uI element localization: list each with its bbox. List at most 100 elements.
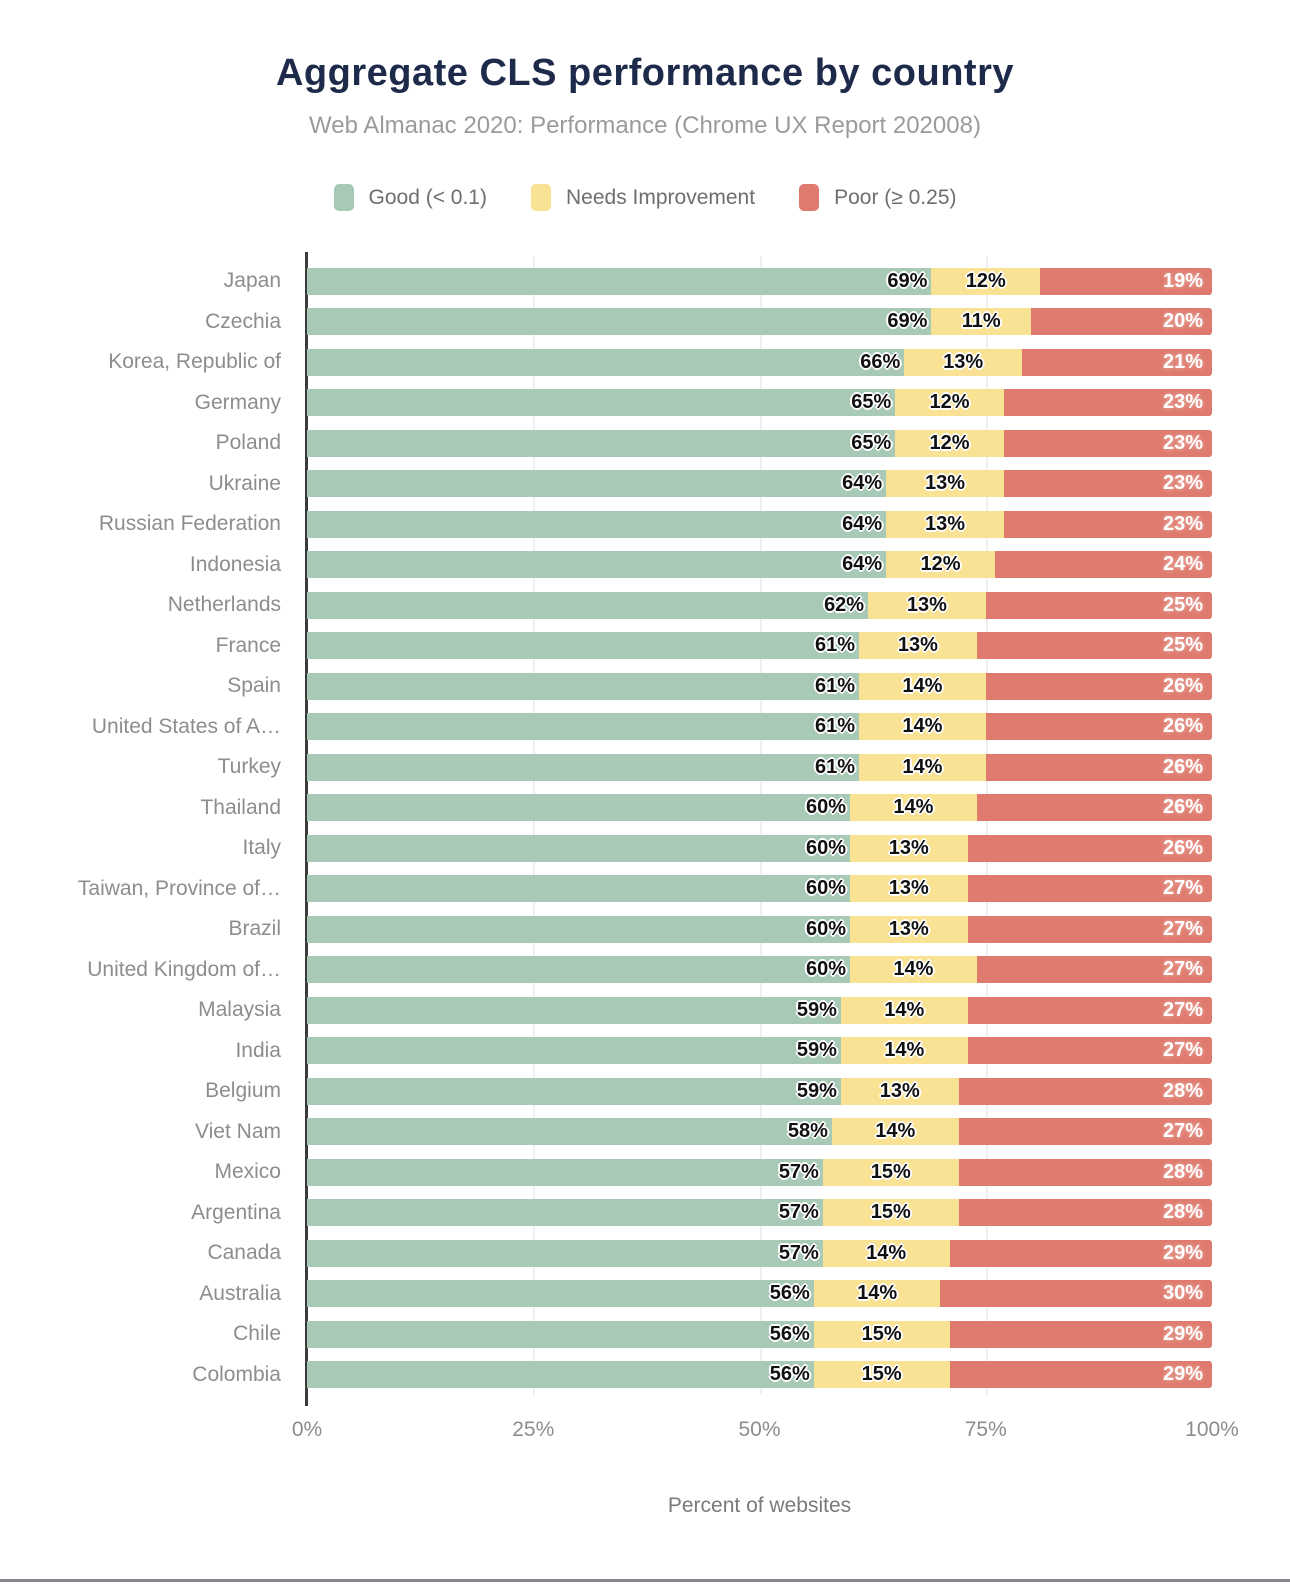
bar-value-label: 26% bbox=[1162, 674, 1203, 697]
bar-track: 60% 13% 26% bbox=[307, 834, 1212, 862]
bar-segment-poor: 24% bbox=[994, 551, 1212, 579]
country-label: Germany bbox=[194, 390, 281, 414]
bar-segment-good: 61% bbox=[307, 672, 860, 700]
bar-value-label: 19% bbox=[1162, 269, 1203, 292]
bar-segment-poor: 19% bbox=[1040, 267, 1212, 295]
bar-track: 60% 13% 27% bbox=[307, 915, 1212, 943]
bar-segment-needs-improvement: 14% bbox=[840, 996, 968, 1024]
bar-track: 64% 13% 23% bbox=[307, 470, 1212, 498]
bar-segment-poor: 21% bbox=[1021, 348, 1212, 376]
bar-row: Poland 65% 12% 23% bbox=[0, 423, 1212, 464]
bar-segment-good: 62% bbox=[307, 591, 869, 619]
bar-value-label: 29% bbox=[1162, 1322, 1203, 1345]
bar-track: 59% 14% 27% bbox=[307, 1037, 1212, 1065]
bar-segment-good: 56% bbox=[307, 1280, 814, 1308]
bar-segment-good: 59% bbox=[307, 1037, 841, 1065]
bar-value-label: 13% bbox=[897, 634, 938, 657]
country-label: Italy bbox=[242, 836, 281, 860]
bar-value-label: 15% bbox=[870, 1201, 911, 1224]
bar-segment-needs-improvement: 14% bbox=[850, 956, 977, 984]
bar-segment-needs-improvement: 11% bbox=[931, 308, 1031, 336]
country-label: Japan bbox=[223, 269, 281, 293]
bar-segment-poor: 26% bbox=[967, 834, 1212, 862]
bar-segment-needs-improvement: 14% bbox=[840, 1037, 968, 1065]
bar-row: Netherlands 62% 13% 25% bbox=[0, 585, 1212, 626]
bar-value-label: 57% bbox=[778, 1201, 819, 1224]
bar-segment-good: 60% bbox=[307, 915, 850, 943]
x-axis-title: Percent of websites bbox=[667, 1494, 852, 1517]
bar-segment-needs-improvement: 15% bbox=[822, 1199, 959, 1227]
bar-row: Italy 60% 13% 26% bbox=[0, 828, 1212, 869]
country-label: Czechia bbox=[205, 309, 281, 333]
bar-value-label: 23% bbox=[1162, 431, 1203, 454]
bar-value-label: 15% bbox=[870, 1160, 911, 1183]
bar-value-label: 26% bbox=[1162, 755, 1203, 778]
bar-value-label: 27% bbox=[1162, 917, 1203, 940]
bar-segment-good: 58% bbox=[307, 1118, 832, 1146]
bar-segment-good: 65% bbox=[307, 429, 896, 457]
bar-segment-good: 64% bbox=[307, 470, 887, 498]
bar-segment-poor: 25% bbox=[976, 632, 1212, 660]
bar-value-label: 13% bbox=[888, 877, 929, 900]
bar-value-label: 69% bbox=[887, 269, 928, 292]
gridline-75 bbox=[985, 256, 988, 1395]
country-label: Belgium bbox=[205, 1079, 281, 1103]
bar-segment-needs-improvement: 14% bbox=[859, 753, 986, 781]
bar-value-label: 56% bbox=[769, 1363, 810, 1386]
bar-row: Mexico 57% 15% 28% bbox=[0, 1152, 1212, 1193]
country-label: Korea, Republic of bbox=[108, 350, 281, 374]
bar-value-label: 13% bbox=[888, 917, 929, 940]
bar-value-label: 21% bbox=[1162, 350, 1203, 373]
bar-track: 64% 12% 24% bbox=[307, 551, 1212, 579]
bar-value-label: 58% bbox=[787, 1120, 828, 1143]
bar-track: 61% 14% 26% bbox=[307, 713, 1212, 741]
bar-segment-good: 69% bbox=[307, 267, 932, 295]
bar-row: Japan 69% 12% 19% bbox=[0, 261, 1212, 302]
bar-row: Indonesia 64% 12% 24% bbox=[0, 545, 1212, 586]
bar-segment-good: 66% bbox=[307, 348, 905, 376]
country-label: Colombia bbox=[192, 1362, 281, 1386]
bar-value-label: 65% bbox=[851, 391, 892, 414]
bar-value-label: 60% bbox=[805, 836, 846, 859]
country-label: United States of A… bbox=[91, 714, 281, 738]
bar-segment-good: 61% bbox=[307, 713, 860, 741]
bar-value-label: 28% bbox=[1162, 1201, 1203, 1224]
bar-segment-poor: 28% bbox=[958, 1077, 1212, 1105]
bar-segment-good: 60% bbox=[307, 794, 850, 822]
bar-track: 61% 14% 26% bbox=[307, 672, 1212, 700]
bar-segment-poor: 27% bbox=[967, 996, 1212, 1024]
gridline-50 bbox=[759, 256, 762, 1395]
bar-segment-poor: 26% bbox=[985, 713, 1212, 741]
bar-segment-poor: 26% bbox=[985, 753, 1212, 781]
bar-track: 61% 14% 26% bbox=[307, 753, 1212, 781]
bar-segment-good: 57% bbox=[307, 1199, 823, 1227]
bar-segment-good: 57% bbox=[307, 1239, 823, 1267]
bar-row: Taiwan, Province of… 60% 13% 27% bbox=[0, 869, 1212, 910]
bar-value-label: 14% bbox=[857, 1282, 898, 1305]
country-label: Australia bbox=[199, 1281, 281, 1305]
bar-value-label: 27% bbox=[1162, 998, 1203, 1021]
bar-segment-poor: 27% bbox=[976, 956, 1212, 984]
bar-value-label: 62% bbox=[824, 593, 865, 616]
bar-segment-needs-improvement: 15% bbox=[813, 1320, 950, 1348]
x-axis-tick: 100% bbox=[1185, 1418, 1239, 1441]
bar-segment-needs-improvement: 13% bbox=[886, 470, 1004, 498]
bar-row: Russian Federation 64% 13% 23% bbox=[0, 504, 1212, 545]
bar-value-label: 59% bbox=[796, 1079, 837, 1102]
bar-segment-poor: 25% bbox=[985, 591, 1212, 619]
country-label: Ukraine bbox=[208, 471, 281, 495]
country-label: Turkey bbox=[217, 755, 281, 779]
bar-value-label: 13% bbox=[906, 593, 947, 616]
bar-segment-needs-improvement: 13% bbox=[868, 591, 986, 619]
country-label: Taiwan, Province of… bbox=[77, 876, 281, 900]
bar-segment-good: 64% bbox=[307, 551, 887, 579]
bar-value-label: 23% bbox=[1162, 391, 1203, 414]
bar-track: 69% 12% 19% bbox=[307, 267, 1212, 295]
bar-track: 65% 12% 23% bbox=[307, 389, 1212, 417]
bar-row: Belgium 59% 13% 28% bbox=[0, 1071, 1212, 1112]
bar-value-label: 27% bbox=[1162, 1120, 1203, 1143]
country-label: India bbox=[235, 1038, 281, 1062]
bar-value-label: 13% bbox=[943, 350, 984, 373]
bar-segment-good: 65% bbox=[307, 389, 896, 417]
